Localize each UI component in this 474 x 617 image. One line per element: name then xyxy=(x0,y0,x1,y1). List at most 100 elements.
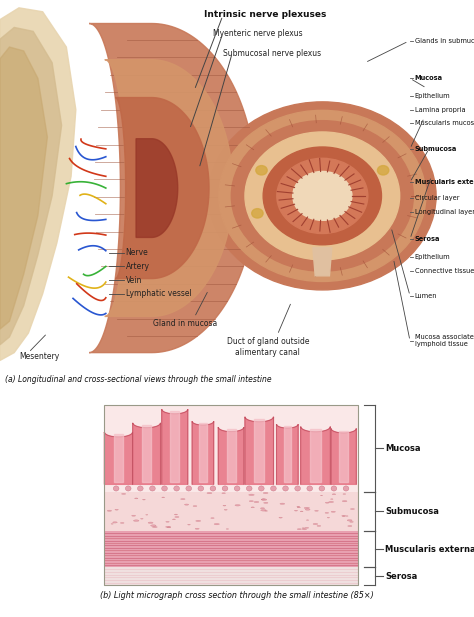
Ellipse shape xyxy=(224,509,227,510)
Ellipse shape xyxy=(342,515,346,516)
Polygon shape xyxy=(142,425,152,482)
Text: Connective tissue: Connective tissue xyxy=(415,268,474,274)
Ellipse shape xyxy=(151,525,156,526)
Ellipse shape xyxy=(330,499,333,500)
Polygon shape xyxy=(277,424,298,484)
Ellipse shape xyxy=(331,486,337,491)
Ellipse shape xyxy=(261,510,266,511)
Ellipse shape xyxy=(249,494,254,495)
Text: Myenteric nerve plexus: Myenteric nerve plexus xyxy=(213,30,303,38)
Circle shape xyxy=(245,132,400,260)
Polygon shape xyxy=(310,429,321,482)
Polygon shape xyxy=(133,423,161,484)
Ellipse shape xyxy=(143,499,146,500)
Ellipse shape xyxy=(222,486,228,491)
Ellipse shape xyxy=(121,493,126,494)
Ellipse shape xyxy=(135,498,138,499)
Ellipse shape xyxy=(107,510,111,511)
Text: Epithelium: Epithelium xyxy=(415,93,450,99)
Ellipse shape xyxy=(235,505,240,506)
Ellipse shape xyxy=(315,510,319,511)
Polygon shape xyxy=(114,434,123,482)
Text: Submucosal nerve plexus: Submucosal nerve plexus xyxy=(223,49,321,58)
Text: Muscularis externa: Muscularis externa xyxy=(415,179,474,185)
Circle shape xyxy=(256,165,267,175)
Ellipse shape xyxy=(167,527,171,528)
Text: Mucosa associated
lymphoid tissue: Mucosa associated lymphoid tissue xyxy=(415,334,474,347)
Ellipse shape xyxy=(132,515,136,516)
Text: Muscularis externa: Muscularis externa xyxy=(385,545,474,553)
Text: Mesentery: Mesentery xyxy=(19,352,59,361)
Ellipse shape xyxy=(306,520,309,521)
Ellipse shape xyxy=(174,514,178,515)
Text: Artery: Artery xyxy=(126,262,150,271)
Polygon shape xyxy=(105,60,233,317)
Polygon shape xyxy=(313,247,332,276)
Circle shape xyxy=(219,110,426,281)
Ellipse shape xyxy=(165,526,171,528)
Text: Lymphatic vessel: Lymphatic vessel xyxy=(126,289,191,299)
Ellipse shape xyxy=(302,528,305,529)
Polygon shape xyxy=(227,429,236,482)
Polygon shape xyxy=(199,423,207,482)
Ellipse shape xyxy=(261,499,265,500)
Text: (b) Light micrograph cross section through the small intestine (85×): (b) Light micrograph cross section throu… xyxy=(100,590,374,600)
Ellipse shape xyxy=(184,504,189,505)
Text: Muscularis mucosae: Muscularis mucosae xyxy=(415,120,474,126)
Ellipse shape xyxy=(186,486,191,491)
Text: Longitudinal layer: Longitudinal layer xyxy=(415,209,474,215)
Text: Vein: Vein xyxy=(126,276,142,284)
Ellipse shape xyxy=(166,521,169,522)
Ellipse shape xyxy=(329,501,334,503)
Ellipse shape xyxy=(305,509,310,510)
Ellipse shape xyxy=(222,493,226,494)
Text: Lumen: Lumen xyxy=(415,293,437,299)
Ellipse shape xyxy=(195,528,199,529)
Polygon shape xyxy=(136,139,178,238)
Text: Submucosa: Submucosa xyxy=(385,507,439,516)
Polygon shape xyxy=(283,426,291,482)
Ellipse shape xyxy=(126,486,131,491)
Ellipse shape xyxy=(295,486,301,491)
Circle shape xyxy=(231,121,413,271)
Ellipse shape xyxy=(175,516,179,518)
Ellipse shape xyxy=(249,500,254,502)
Polygon shape xyxy=(0,47,47,329)
Text: (a) Longitudinal and cross-sectional views through the small intestine: (a) Longitudinal and cross-sectional vie… xyxy=(5,375,271,384)
Ellipse shape xyxy=(319,486,325,491)
Ellipse shape xyxy=(174,486,180,491)
Text: Nerve: Nerve xyxy=(126,248,148,257)
Ellipse shape xyxy=(263,492,268,494)
Ellipse shape xyxy=(162,497,164,498)
Bar xyxy=(104,531,358,567)
Ellipse shape xyxy=(254,501,259,503)
Text: Mucosa: Mucosa xyxy=(415,75,443,81)
Polygon shape xyxy=(192,421,214,484)
Text: Mucosa: Mucosa xyxy=(385,444,420,453)
Polygon shape xyxy=(301,427,330,484)
Ellipse shape xyxy=(258,486,264,491)
Ellipse shape xyxy=(271,486,276,491)
Ellipse shape xyxy=(214,523,219,525)
Polygon shape xyxy=(162,409,188,484)
Ellipse shape xyxy=(350,508,355,510)
Ellipse shape xyxy=(294,510,298,511)
Ellipse shape xyxy=(331,511,336,512)
Ellipse shape xyxy=(325,512,328,513)
Ellipse shape xyxy=(283,486,288,491)
Ellipse shape xyxy=(113,522,117,523)
Text: Glands in submucosa: Glands in submucosa xyxy=(415,38,474,44)
Ellipse shape xyxy=(173,519,175,520)
Ellipse shape xyxy=(181,499,185,500)
Ellipse shape xyxy=(162,486,167,491)
Polygon shape xyxy=(104,432,133,484)
Text: Circular layer: Circular layer xyxy=(415,195,459,201)
Ellipse shape xyxy=(297,506,300,507)
Ellipse shape xyxy=(317,525,321,526)
Text: Serosa: Serosa xyxy=(415,236,440,242)
Circle shape xyxy=(277,159,368,233)
Text: Duct of gland outside
alimentary canal: Duct of gland outside alimentary canal xyxy=(227,337,309,357)
Text: Epithelium: Epithelium xyxy=(415,254,450,260)
Ellipse shape xyxy=(150,486,155,491)
Polygon shape xyxy=(0,8,76,360)
